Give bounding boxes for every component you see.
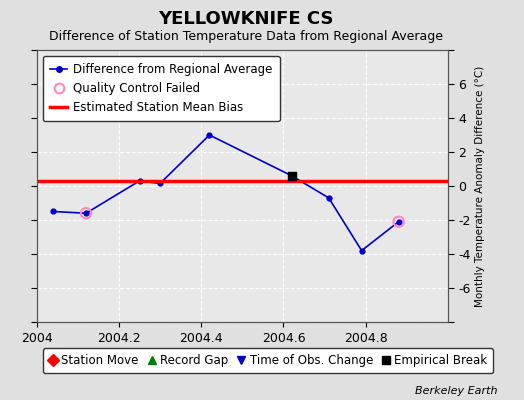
- Point: [395, 218, 403, 225]
- Point: [288, 172, 296, 179]
- Text: Berkeley Earth: Berkeley Earth: [416, 386, 498, 396]
- Text: Difference of Station Temperature Data from Regional Average: Difference of Station Temperature Data f…: [49, 30, 443, 43]
- Legend: Station Move, Record Gap, Time of Obs. Change, Empirical Break: Station Move, Record Gap, Time of Obs. C…: [42, 348, 493, 373]
- Point: [82, 210, 90, 216]
- Text: YELLOWKNIFE CS: YELLOWKNIFE CS: [159, 10, 334, 28]
- Y-axis label: Monthly Temperature Anomaly Difference (°C): Monthly Temperature Anomaly Difference (…: [475, 65, 485, 307]
